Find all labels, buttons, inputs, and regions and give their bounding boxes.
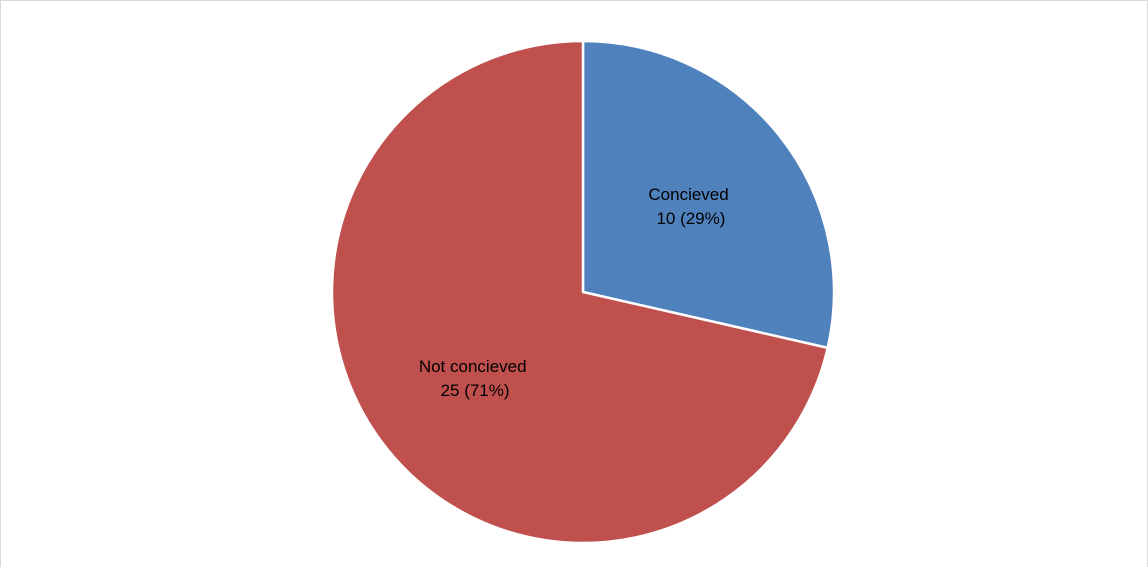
slice-labels: Concieved 10 (29%) Not concieved 25 (71%… xyxy=(419,185,733,400)
slice-value-concieved: 10 (29%) xyxy=(656,209,725,228)
slice-name-concieved: Concieved xyxy=(648,185,728,204)
slice-name-not-concieved: Not concieved xyxy=(419,357,527,376)
slice-label-not-concieved: Not concieved 25 (71%) xyxy=(419,357,531,400)
pie-slice-not-concieved xyxy=(330,39,829,545)
pie-slices xyxy=(330,39,836,545)
slice-value-not-concieved: 25 (71%) xyxy=(441,381,510,400)
slice-label-concieved: Concieved 10 (29%) xyxy=(648,185,733,228)
pie-slice-concieved xyxy=(581,39,836,350)
